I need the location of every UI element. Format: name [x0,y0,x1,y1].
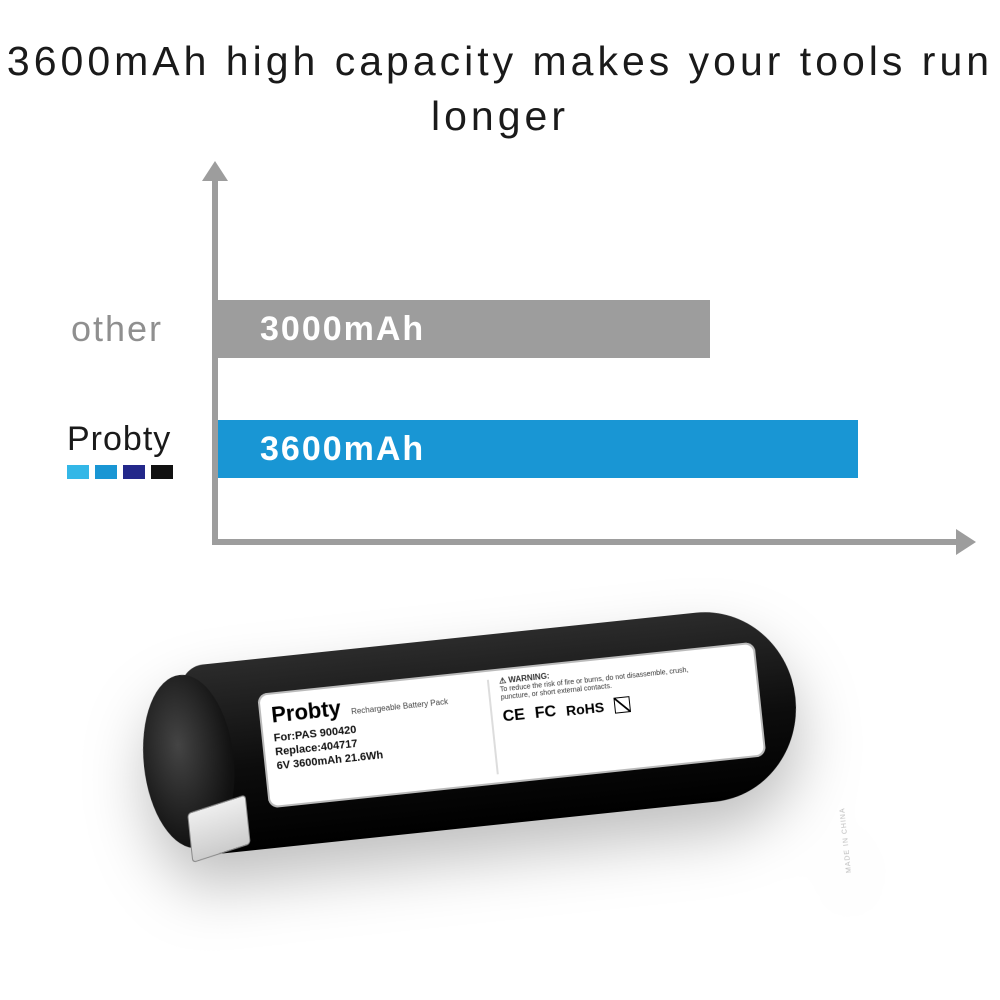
bar-value-label: 3600mAh [218,430,425,469]
ce-mark-icon: CE [502,706,526,726]
made-in-label: MADE IN CHINA [839,807,853,873]
capacity-chart: 3000mAhother 3600mAhProbty [200,175,970,555]
chart-bar: 3000mAhother [218,300,710,358]
bar-caption-text: other [71,308,173,350]
brand-logo-squares [67,465,173,479]
brand-square-icon [67,465,89,479]
bar-value-label: 3000mAh [218,310,425,349]
chart-bar: 3600mAhProbty [218,420,858,478]
label-brand: Probty [270,695,342,728]
bar-fill: 3600mAh [218,420,858,478]
label-subtitle: Rechargeable Battery Pack [351,697,449,716]
brand-logo: Probty [67,420,173,479]
x-axis [212,539,960,545]
fc-mark-icon: FC [534,703,557,723]
brand-square-icon [123,465,145,479]
dustbin-icon [613,696,631,714]
y-axis [212,175,218,545]
battery-product: MADE IN CHINA Probty Rechargeable Batter… [134,600,846,916]
brand-square-icon [151,465,173,479]
y-axis-arrow-icon [202,161,228,181]
brand-square-icon [95,465,117,479]
bar-fill: 3000mAh [218,300,710,358]
page-title: 3600mAh high capacity makes your tools r… [0,0,1000,145]
rohs-mark-icon: RoHS [565,699,605,719]
x-axis-arrow-icon [956,529,976,555]
brand-logo-text: Probty [67,420,171,459]
